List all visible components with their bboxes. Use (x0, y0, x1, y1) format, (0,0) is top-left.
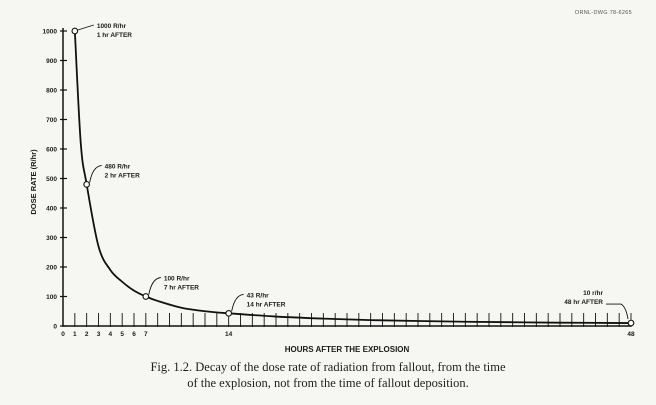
x-axis-label: HOURS AFTER THE EXPLOSION (285, 345, 410, 354)
y-tick-label-0: 0 (53, 324, 57, 331)
annotation-time: 14 hr AFTER (247, 301, 286, 308)
annotations: 1000 R/hr 1 hr AFTER 480 R/hr 2 hr AFTER 100… (71, 23, 635, 327)
y-tick-label-200: 200 (46, 265, 57, 272)
annotation-3: 100 R/hr 7 hr AFTER (142, 276, 199, 300)
y-tick-label-100: 100 (46, 294, 57, 301)
annotation-2: 480 R/hr 2 hr AFTER (83, 163, 140, 188)
x-tick-label-0: 0 (61, 331, 65, 338)
y-tick-label-500: 500 (46, 176, 57, 183)
annotation-leader (231, 293, 244, 312)
figure-caption: Fig. 1.2. Decay of the dose rate of radi… (0, 359, 656, 391)
axes (62, 28, 631, 327)
annotation-leader (89, 164, 102, 183)
annotation-leader (606, 303, 629, 320)
y-tick-label-1000: 1000 (43, 29, 58, 36)
x-tick-label-5: 5 (120, 331, 124, 338)
x-tick-label-2: 2 (85, 331, 89, 338)
caption-line-1: Fig. 1.2. Decay of the dose rate of radi… (150, 360, 506, 374)
y-tick-label-900: 900 (46, 58, 57, 65)
y-tick-label-800: 800 (46, 88, 57, 95)
y-axis-ticks: 0 100 200 300 400 500 600 700 800 900 1000 (43, 29, 67, 331)
x-tick-label-3: 3 (97, 331, 101, 338)
y-tick-label-600: 600 (46, 147, 57, 154)
y-axis-label: DOSE RATE (R/hr) (29, 149, 38, 215)
x-tick-label-4: 4 (109, 331, 113, 338)
annotation-value: 1000 R/hr (97, 23, 127, 30)
x-tick-label-14: 14 (225, 331, 233, 338)
data-point-marker (627, 319, 635, 327)
y-tick-label-700: 700 (46, 117, 57, 124)
annotation-time: 1 hr AFTER (97, 32, 132, 39)
annotation-leader (148, 277, 161, 295)
data-point-marker (225, 309, 233, 317)
annotation-value: 43 R/hr (247, 292, 270, 299)
drawing-number: ORNL-DWG 78-6265 (574, 10, 632, 16)
decay-curve (73, 30, 632, 324)
y-tick-label-400: 400 (46, 206, 57, 213)
annotation-time: 48 hr AFTER (564, 299, 603, 306)
x-tick-label-1: 1 (73, 331, 77, 338)
annotation-5: 10 r/hr 48 hr AFTER (564, 290, 635, 327)
annotation-1: 1000 R/hr 1 hr AFTER (71, 23, 132, 39)
annotation-value: 480 R/hr (105, 163, 131, 170)
annotation-value: 10 r/hr (583, 290, 603, 297)
y-tick-label-300: 300 (46, 235, 57, 242)
x-tick-label-48: 48 (627, 331, 635, 338)
annotation-4: 43 R/hr 14 hr AFTER (225, 292, 286, 317)
x-tick-label-7: 7 (144, 331, 148, 338)
annotation-leader (77, 24, 94, 31)
data-point-marker (142, 293, 150, 300)
data-point-marker (83, 181, 91, 188)
x-tick-label-6: 6 (132, 331, 136, 338)
caption-line-2: of the explosion, not from the time of f… (187, 376, 469, 390)
annotation-time: 2 hr AFTER (105, 172, 140, 179)
data-point-marker (71, 27, 79, 35)
annotation-value: 100 R/hr (164, 276, 190, 283)
annotation-time: 7 hr AFTER (164, 285, 199, 292)
x-axis-ticks: 0 1 2 3 4 5 6 7 14 48 (61, 313, 635, 338)
